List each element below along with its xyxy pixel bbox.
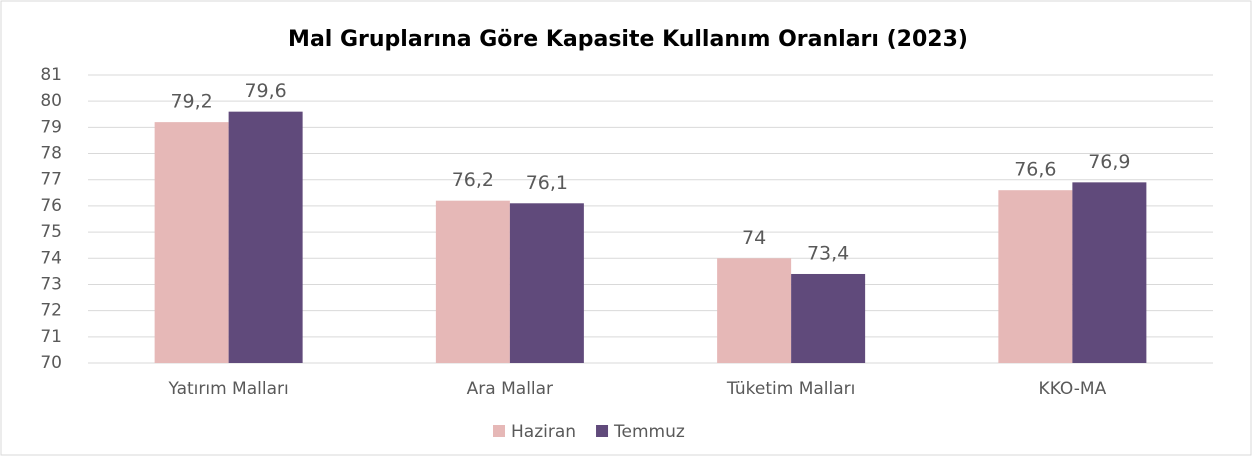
- data-label: 76,6: [1014, 159, 1056, 181]
- y-tick-label: 80: [40, 91, 62, 111]
- data-label: 76,9: [1088, 151, 1130, 173]
- bar: [717, 258, 792, 363]
- data-label: 76,2: [452, 169, 494, 191]
- y-tick-label: 72: [40, 301, 62, 321]
- bar: [1072, 182, 1147, 363]
- y-tick-label: 73: [40, 274, 62, 294]
- y-tick-label: 81: [40, 65, 62, 85]
- legend-swatch: [493, 425, 505, 437]
- x-tick-label: KKO-MA: [1039, 379, 1107, 399]
- data-label: 74: [742, 227, 766, 249]
- x-tick-label: Ara Mallar: [467, 379, 553, 399]
- x-tick-label: Tüketim Malları: [726, 379, 856, 399]
- data-label: 73,4: [807, 242, 849, 264]
- x-tick-label: Yatırım Malları: [168, 379, 289, 399]
- y-tick-label: 71: [40, 327, 62, 347]
- chart-title: Mal Gruplarına Göre Kapasite Kullanım Or…: [288, 27, 968, 52]
- bar: [509, 203, 584, 363]
- bar: [154, 122, 229, 363]
- data-label: 79,2: [170, 91, 212, 113]
- bar: [435, 200, 510, 363]
- y-tick-label: 75: [40, 222, 62, 242]
- data-label: 76,1: [526, 172, 568, 194]
- bar: [228, 111, 303, 364]
- y-tick-label: 76: [40, 196, 62, 216]
- data-label: 79,6: [244, 80, 286, 102]
- bar: [998, 190, 1073, 363]
- y-tick-label: 70: [40, 353, 62, 373]
- y-tick-label: 78: [40, 144, 62, 164]
- legend-label: Haziran: [511, 422, 576, 442]
- y-tick-label: 77: [40, 170, 62, 190]
- legend-label: Temmuz: [613, 422, 685, 442]
- y-tick-label: 79: [40, 117, 62, 137]
- legend-swatch: [596, 425, 609, 437]
- bar: [791, 273, 866, 363]
- y-tick-label: 74: [40, 248, 62, 268]
